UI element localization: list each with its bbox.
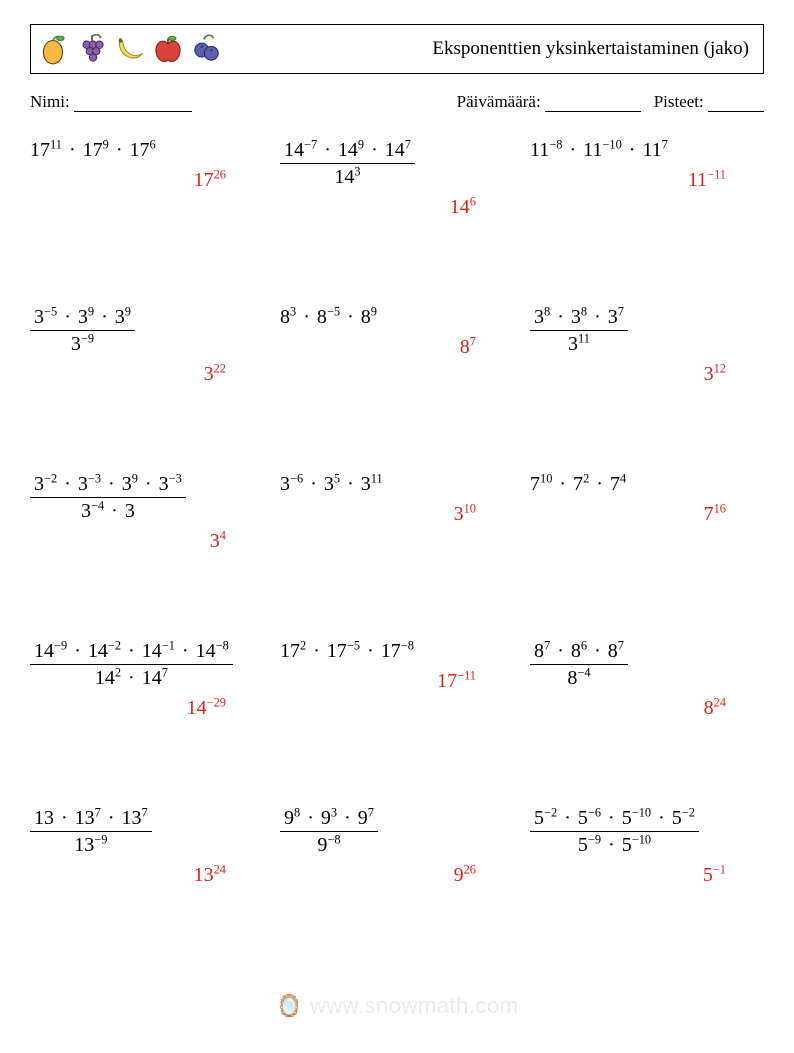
score-label: Pisteet: <box>654 92 704 112</box>
expression: 98 · 93 · 979−8 <box>280 808 514 855</box>
answer: 1324 <box>30 865 264 885</box>
banana-icon <box>113 32 147 66</box>
problem-9: 710 · 72 · 74 716 <box>530 474 764 551</box>
expression: 172 · 17−5 · 17−8 <box>280 641 514 661</box>
worksheet-header: Eksponenttien yksinkertaistaminen (jako) <box>30 24 764 74</box>
expression: 3−6 · 35 · 311 <box>280 474 514 494</box>
apple-icon <box>151 32 185 66</box>
expression: 1711 · 179 · 176 <box>30 140 264 160</box>
problem-15: 5−2 · 5−6 · 5−10 · 5−25−9 · 5−10 5−1 <box>530 808 764 885</box>
name-label: Nimi: <box>30 92 70 112</box>
expression: 14−9 · 14−2 · 14−1 · 14−8142 · 147 <box>30 641 264 688</box>
problem-12: 87 · 86 · 878−4 824 <box>530 641 764 718</box>
fruit-icons <box>37 32 223 66</box>
date-blank[interactable] <box>545 92 641 112</box>
problem-1: 1711 · 179 · 176 1726 <box>30 140 264 217</box>
problem-4: 3−5 · 39 · 393−9 322 <box>30 307 264 384</box>
answer: 310 <box>280 504 514 524</box>
answer: 5−1 <box>530 865 764 885</box>
expression: 5−2 · 5−6 · 5−10 · 5−25−9 · 5−10 <box>530 808 764 855</box>
score-blank[interactable] <box>708 92 764 112</box>
answer: 716 <box>530 504 764 524</box>
problem-2: 14−7 · 149 · 147143 146 <box>280 140 514 217</box>
answer: 824 <box>530 698 764 718</box>
expression: 38 · 38 · 37311 <box>530 307 764 354</box>
name-blank[interactable] <box>74 92 192 112</box>
answer: 11−11 <box>530 170 764 190</box>
expression: 83 · 8−5 · 89 <box>280 307 514 327</box>
answer: 926 <box>280 865 514 885</box>
grapes-icon <box>75 32 109 66</box>
watermark: 🪞 www.snowmath.com <box>0 993 794 1019</box>
problem-7: 3−2 · 3−3 · 39 · 3−33−4 · 3 34 <box>30 474 264 551</box>
answer: 322 <box>30 364 264 384</box>
problem-10: 14−9 · 14−2 · 14−1 · 14−8142 · 147 14−29 <box>30 641 264 718</box>
expression: 13 · 137 · 13713−9 <box>30 808 264 855</box>
expression: 3−2 · 3−3 · 39 · 3−33−4 · 3 <box>30 474 264 521</box>
answer: 1726 <box>30 170 264 190</box>
problem-8: 3−6 · 35 · 311 310 <box>280 474 514 551</box>
answer: 14−29 <box>30 698 264 718</box>
problem-13: 13 · 137 · 13713−9 1324 <box>30 808 264 885</box>
problem-11: 172 · 17−5 · 17−8 17−11 <box>280 641 514 718</box>
expression: 87 · 86 · 878−4 <box>530 641 764 688</box>
blueberries-icon <box>189 32 223 66</box>
meta-row: Nimi: Päivämäärä: Pisteet: <box>30 92 764 112</box>
problem-5: 83 · 8−5 · 89 87 <box>280 307 514 384</box>
answer: 146 <box>280 197 514 217</box>
answer: 312 <box>530 364 764 384</box>
worksheet-title: Eksponenttien yksinkertaistaminen (jako) <box>432 38 749 60</box>
expression: 11−8 · 11−10 · 117 <box>530 140 764 160</box>
expression: 3−5 · 39 · 393−9 <box>30 307 264 354</box>
answer: 17−11 <box>280 671 514 691</box>
date-label: Päivämäärä: <box>457 92 541 112</box>
answer: 87 <box>280 337 514 357</box>
problems-grid: 1711 · 179 · 176172614−7 · 149 · 1471431… <box>30 140 764 885</box>
problem-6: 38 · 38 · 37311 312 <box>530 307 764 384</box>
problem-3: 11−8 · 11−10 · 117 11−11 <box>530 140 764 217</box>
answer: 34 <box>30 531 264 551</box>
expression: 710 · 72 · 74 <box>530 474 764 494</box>
expression: 14−7 · 149 · 147143 <box>280 140 514 187</box>
mango-icon <box>37 32 71 66</box>
problem-14: 98 · 93 · 979−8 926 <box>280 808 514 885</box>
